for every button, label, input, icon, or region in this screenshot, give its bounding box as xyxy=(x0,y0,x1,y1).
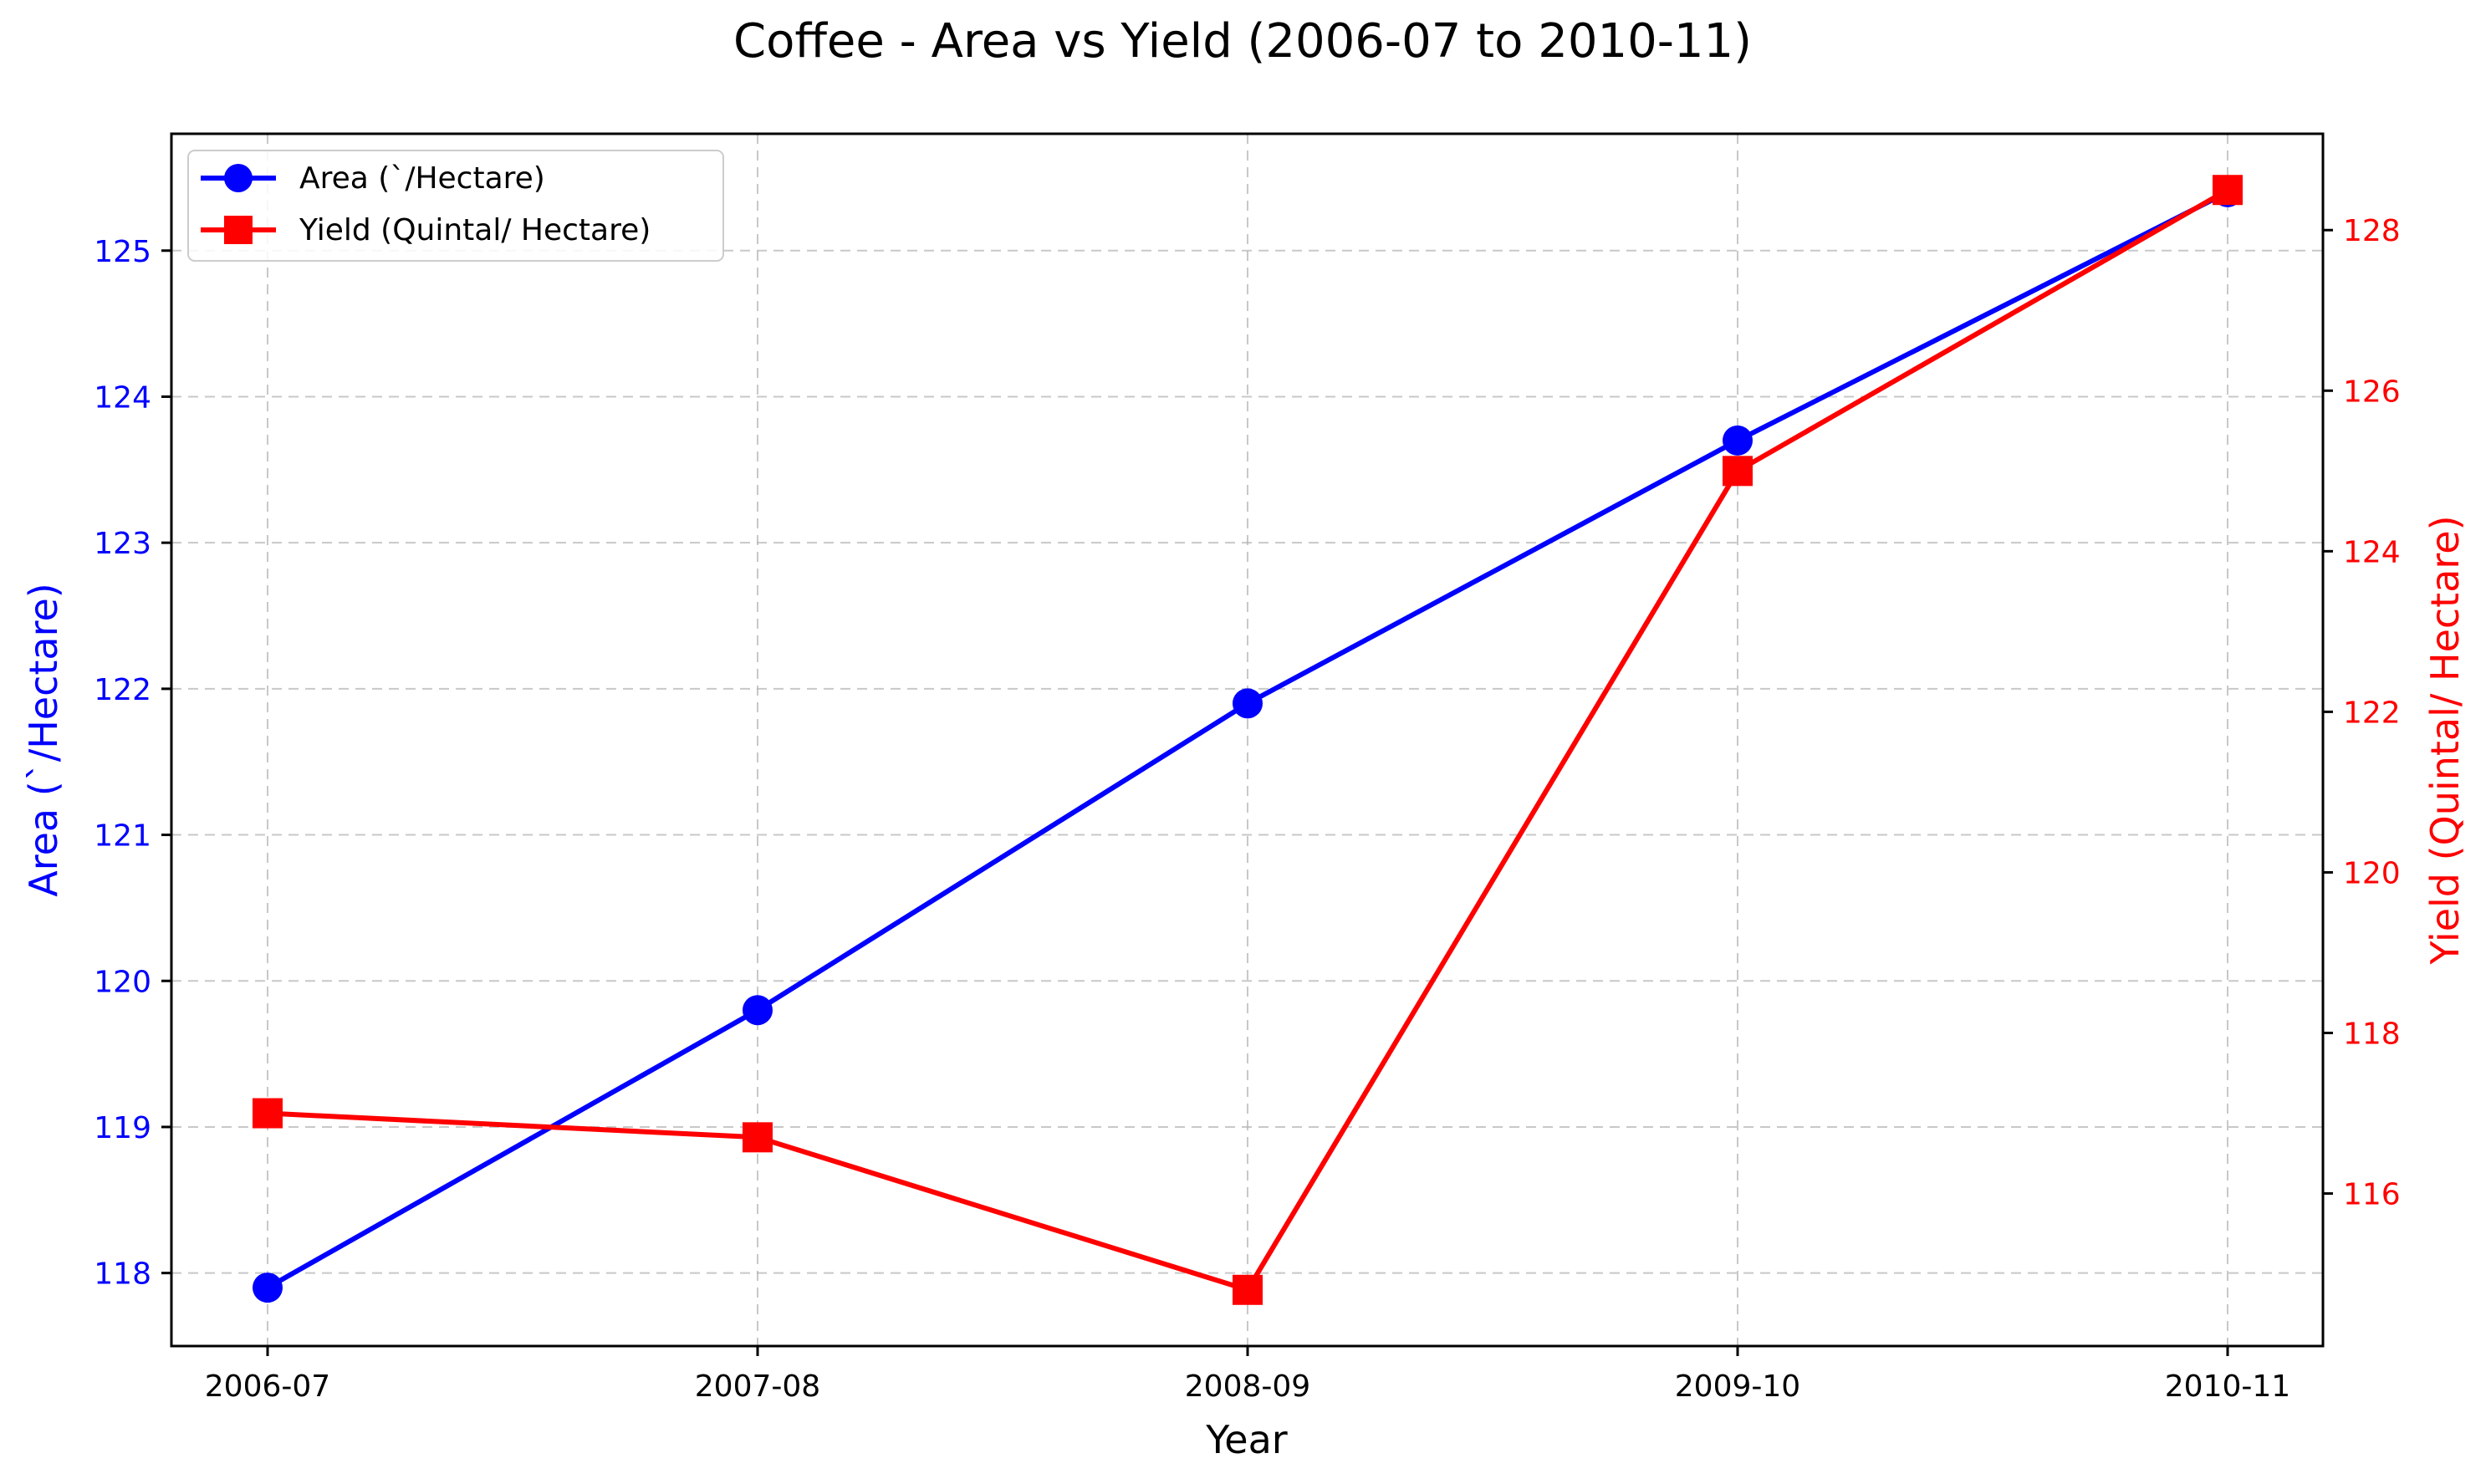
yield-data-point xyxy=(1233,1274,1263,1305)
legend-area-label: Area (`/Hectare) xyxy=(299,161,545,196)
left-y-tick-label: 120 xyxy=(94,965,151,999)
y-left-axis-label: Area (`/Hectare) xyxy=(21,583,66,896)
series-layer xyxy=(253,175,2243,1305)
x-axis-label: Year xyxy=(1205,1417,1287,1462)
left-y-tick-label: 118 xyxy=(94,1257,151,1292)
left-y-tick-label: 121 xyxy=(94,819,151,854)
yield-data-point xyxy=(1723,456,1753,487)
yield-data-point xyxy=(2213,175,2243,206)
area-data-point xyxy=(743,995,773,1026)
x-tick-label: 2009-10 xyxy=(1675,1369,1800,1404)
x-tick-label: 2007-08 xyxy=(695,1369,820,1404)
legend-area-marker xyxy=(224,164,253,192)
right-y-tick-label: 116 xyxy=(2343,1178,2401,1212)
right-y-tick-label: 128 xyxy=(2343,214,2401,248)
right-y-tick-label: 120 xyxy=(2343,856,2401,890)
legend-yield-marker xyxy=(224,216,253,244)
left-y-tick-label: 122 xyxy=(94,673,151,707)
legend: Area (`/Hectare) Yield (Quintal/ Hectare… xyxy=(187,150,724,262)
right-y-tick-label: 124 xyxy=(2343,535,2401,569)
right-y-tick-label: 126 xyxy=(2343,375,2401,409)
left-y-tick-label: 123 xyxy=(94,527,151,561)
x-tick-label: 2010-11 xyxy=(2165,1369,2290,1404)
area-data-point xyxy=(253,1272,283,1303)
y-right-axis-label: Yield (Quintal/ Hectare) xyxy=(2422,515,2468,965)
yield-data-point xyxy=(253,1098,283,1129)
right-y-tick-label: 122 xyxy=(2343,696,2401,730)
right-y-axis: 116 118 120 122 124 126 128 xyxy=(2323,214,2401,1212)
left-y-tick-label: 125 xyxy=(94,235,151,269)
left-y-tick-label: 119 xyxy=(94,1111,151,1145)
x-tick-label: 2008-09 xyxy=(1185,1369,1310,1404)
left-y-axis: 118 119 120 121 122 123 124 125 xyxy=(94,235,171,1292)
legend-box xyxy=(187,150,724,262)
left-y-tick-label: 124 xyxy=(94,380,151,415)
chart-title: Coffee - Area vs Yield (2006-07 to 2010-… xyxy=(733,14,1752,69)
right-y-tick-label: 118 xyxy=(2343,1017,2401,1051)
area-data-point xyxy=(1723,425,1753,456)
x-axis: 2006-07 2007-08 2008-09 2009-10 2010-11 xyxy=(205,1346,2290,1404)
area-data-point xyxy=(1233,688,1263,719)
legend-yield-label: Yield (Quintal/ Hectare) xyxy=(299,213,651,247)
yield-data-point xyxy=(743,1122,773,1153)
x-tick-label: 2006-07 xyxy=(205,1369,330,1404)
